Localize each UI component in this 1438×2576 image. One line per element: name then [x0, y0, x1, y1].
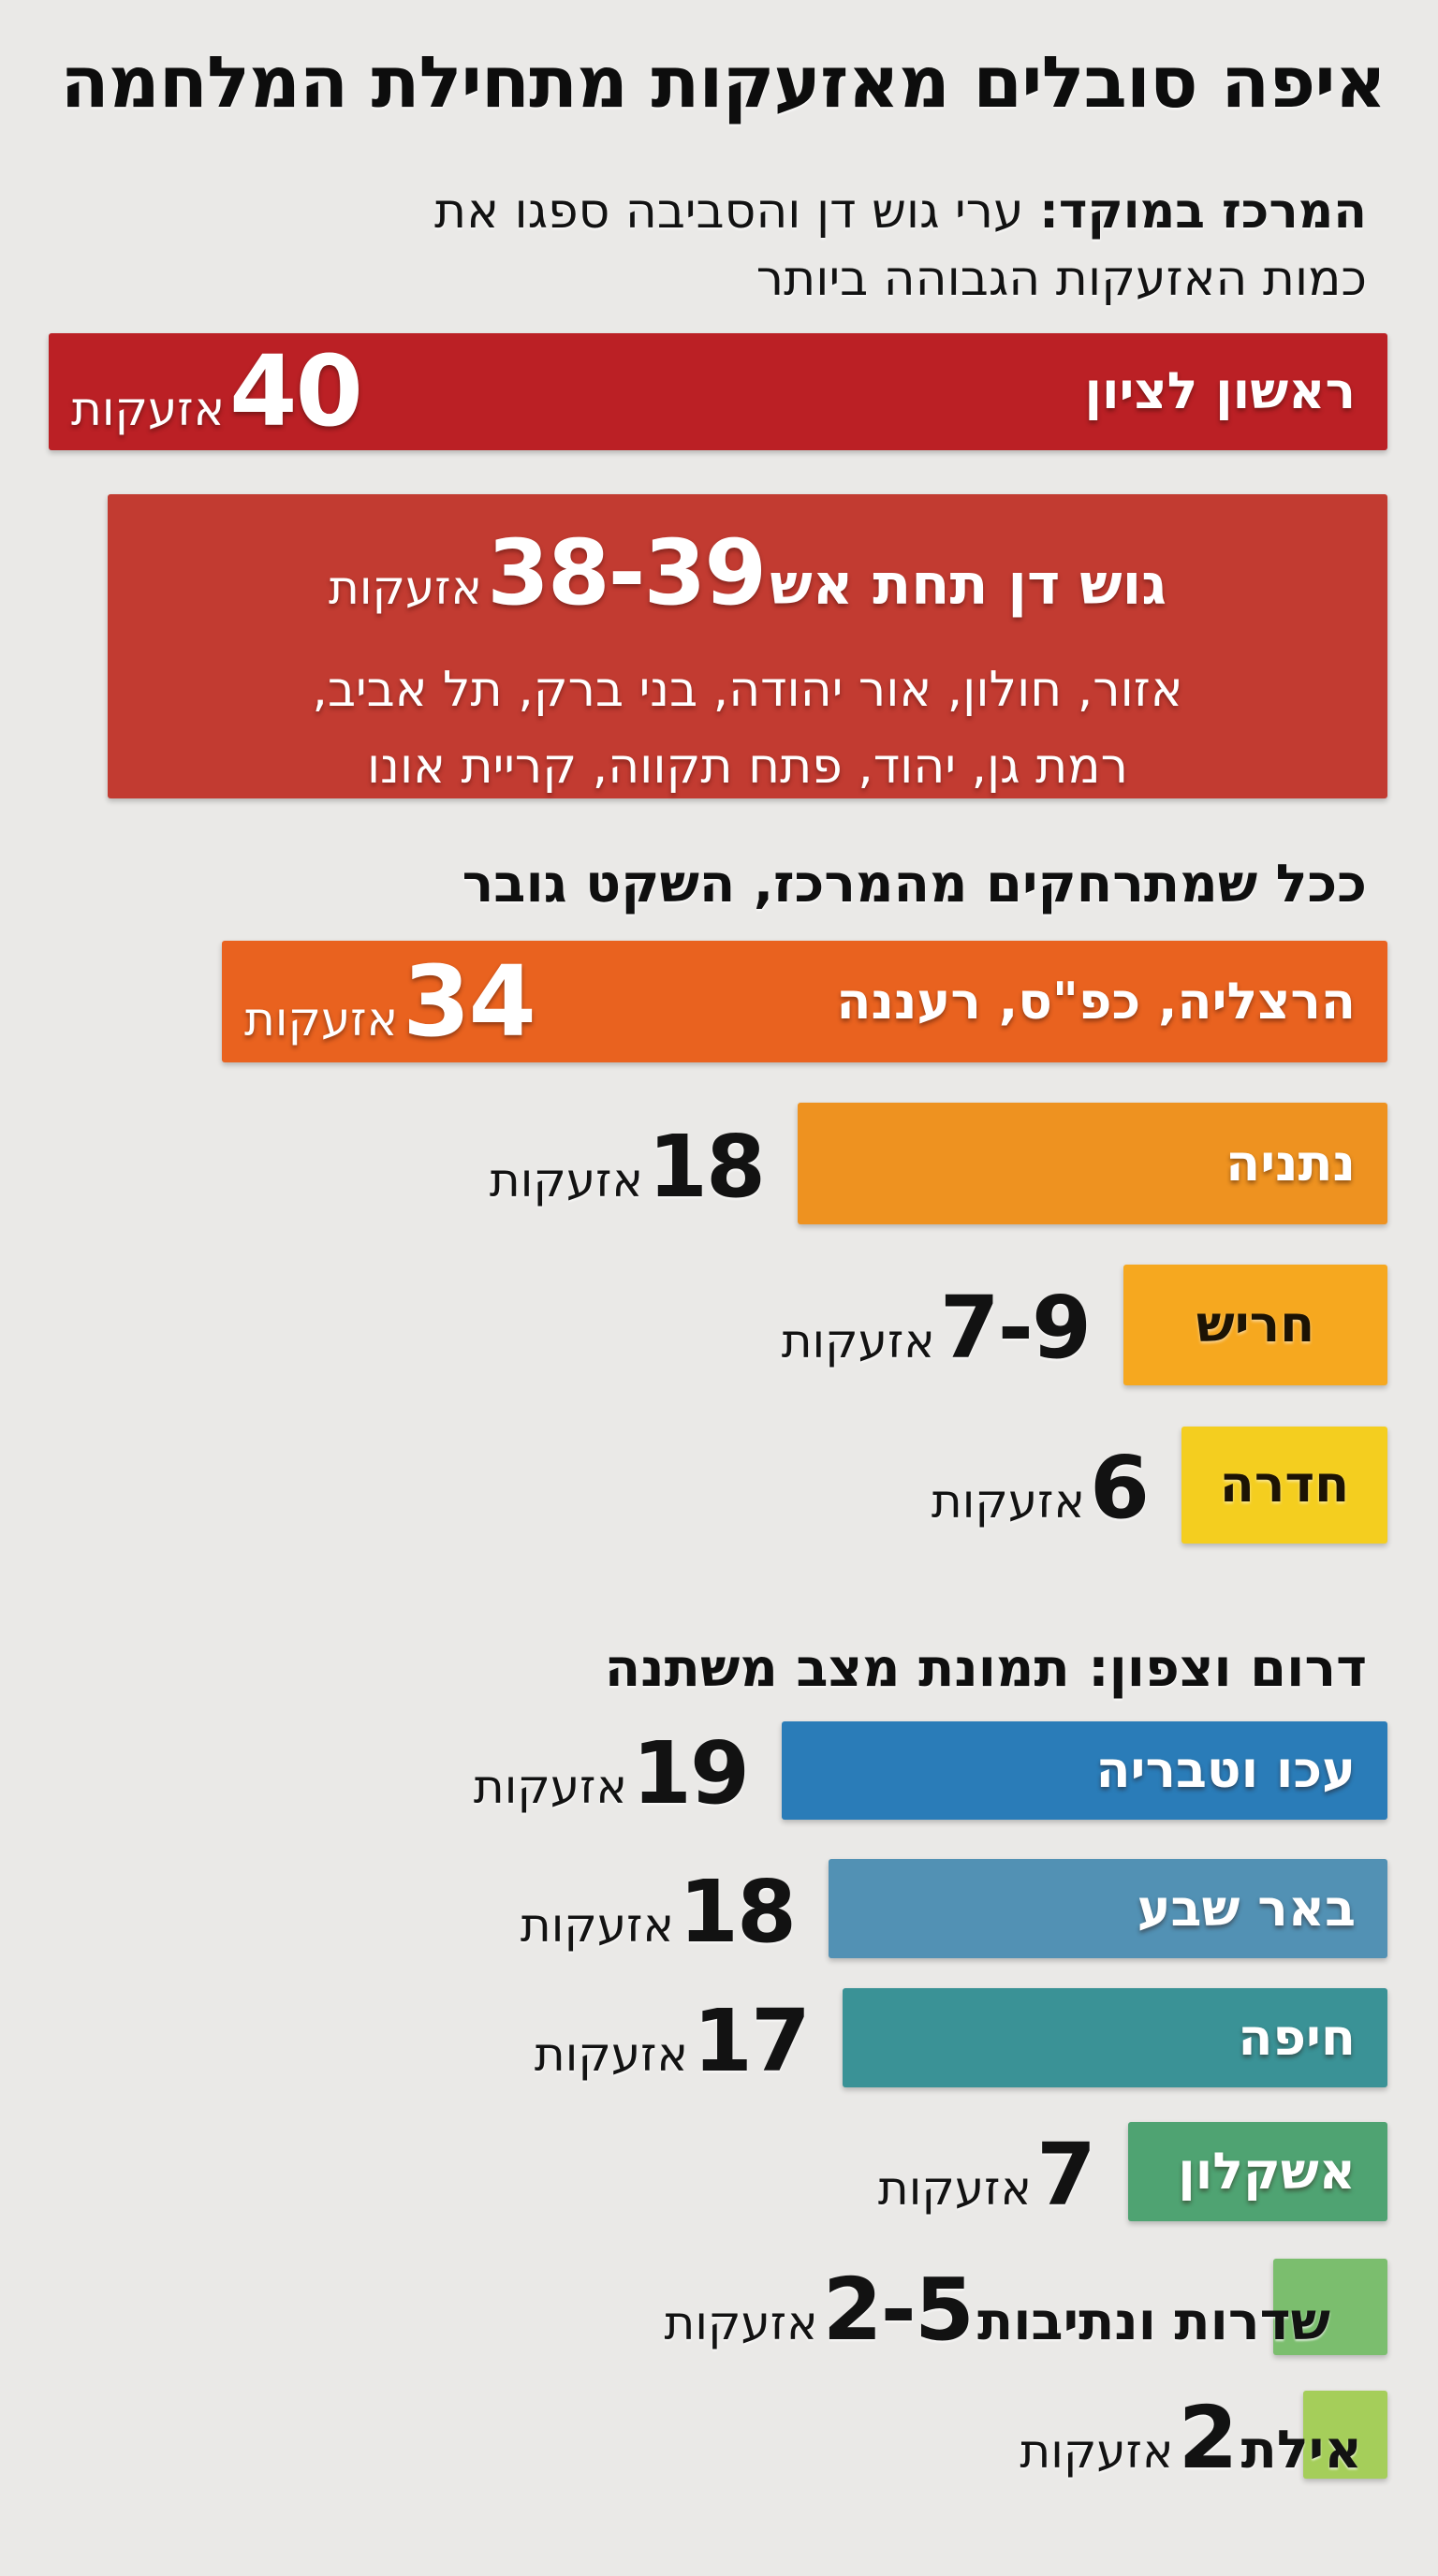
- gush-dan-headline: גוש דן תחת אש 38-39 אזעקות: [108, 520, 1387, 651]
- bar-row-sderot-netivot: שדרות ונתיבות 2-5 אזעקות: [0, 2258, 1438, 2355]
- bars-center-group: הרצליה, כפ"ס, רעננה 34 אזעקות נתניה 18 אזעק…: [0, 940, 1438, 1544]
- gush-dan-cities-line2: רמת גן, יהוד, פתח תקווה, קריית אונו: [367, 738, 1128, 795]
- bar-row-rishon-lezion: ראשון לציון 40 אזעקות: [0, 332, 1438, 450]
- bar-netanya-outside-value: 18 אזעקות: [489, 1123, 766, 1210]
- bar-beer-sheva-value-unit: אזעקות: [520, 1897, 674, 1953]
- bar-sderot-netivot-value-number: 2-5: [822, 2260, 975, 2361]
- bar-row-eilat: אילת 2 אזעקות: [0, 2390, 1438, 2481]
- bar-eilat-city-label: אילת: [1240, 2419, 1362, 2481]
- bar-ashkelon-outside-value: 7 אזעקות: [877, 2131, 1096, 2218]
- bar-sderot-netivot-value-unit: אזעקות: [664, 2296, 818, 2351]
- gush-dan-cities-line1: אזור, חולון, אור יהודה, בני ברק, תל אביב…: [312, 661, 1183, 718]
- bar-ashkelon-value-number: 7: [1035, 2124, 1096, 2225]
- bar-harish-value-number: 7-9: [939, 1278, 1092, 1379]
- bar-haifa-value-unit: אזעקות: [534, 2027, 688, 2082]
- bar-row-hadera: חדרה 6 אזעקות: [0, 1426, 1438, 1544]
- bar-harish-value-unit: אזעקות: [781, 1314, 935, 1369]
- bar-akko-tiberias-city-label: עכו וטבריה: [1095, 1740, 1356, 1800]
- bar-ashkelon-value-unit: אזעקות: [877, 2160, 1032, 2216]
- intro-line1: ערי גוש דן והסביבה ספגו את: [434, 183, 1040, 240]
- bar-haifa: חיפה: [843, 1987, 1387, 2087]
- bar-hadera-value-unit: אזעקות: [931, 1474, 1085, 1530]
- bar-herzliya-kfar-saba-raanana-value-number: 34: [403, 944, 536, 1059]
- bar-akko-tiberias-value-unit: אזעקות: [473, 1760, 627, 1815]
- bar-eilat-value-number: 2: [1178, 2387, 1239, 2488]
- bar-row-netanya: נתניה 18 אזעקות: [0, 1102, 1438, 1224]
- bar-netanya-value-number: 18: [647, 1116, 766, 1217]
- bar-row-beer-sheva: באר שבע 18 אזעקות: [0, 1858, 1438, 1958]
- bar-hadera-value-number: 6: [1089, 1438, 1150, 1539]
- bar-hadera-outside-value: 6 אזעקות: [931, 1445, 1150, 1531]
- gush-dan-callout-row: גוש דן תחת אש 38-39 אזעקות אזור, חולון, …: [0, 493, 1438, 798]
- bar-herzliya-kfar-saba-raanana-value: 34 אזעקות: [244, 953, 536, 1050]
- bar-beer-sheva: באר שבע: [829, 1858, 1387, 1958]
- bar-rishon-lezion-value-number: 40: [229, 334, 363, 448]
- bar-hadera-city-label: חדרה: [1219, 1455, 1350, 1515]
- bar-row-haifa: חיפה 17 אזעקות: [0, 1987, 1438, 2087]
- bar-row-herzliya-kfar-saba-raanana: הרצליה, כפ"ס, רעננה 34 אזעקות: [0, 940, 1438, 1062]
- bar-herzliya-kfar-saba-raanana: הרצליה, כפ"ס, רעננה 34 אזעקות: [222, 940, 1387, 1062]
- bar-row-ashkelon: אשקלון 7 אזעקות: [0, 2121, 1438, 2221]
- bar-haifa-value-number: 17: [692, 1990, 811, 2091]
- bar-rishon-lezion: ראשון לציון 40 אזעקות: [49, 332, 1387, 450]
- bar-beer-sheva-outside-value: 18 אזעקות: [520, 1868, 797, 1955]
- bars-top-group: ראשון לציון 40 אזעקות: [0, 332, 1438, 450]
- bar-beer-sheva-value-number: 18: [678, 1861, 797, 1962]
- intro-lead: המרכז במוקד:: [1039, 183, 1367, 240]
- bar-netanya-city-label: נתניה: [1225, 1133, 1356, 1193]
- bar-hadera: חדרה: [1181, 1426, 1387, 1544]
- bar-ashkelon-city-label: אשקלון: [1178, 2141, 1356, 2201]
- bar-eilat-value-unit: אזעקות: [1020, 2423, 1174, 2479]
- bar-akko-tiberias-value-number: 19: [631, 1723, 750, 1824]
- section-heading-center: ככל שמתרחקים מהמרכז, השקט גובר: [462, 853, 1367, 915]
- bar-harish: חריש: [1123, 1264, 1387, 1385]
- gush-dan-unit: אזעקות: [328, 560, 482, 615]
- intro-text: המרכז במוקד: ערי גוש דן והסביבה ספגו את …: [37, 179, 1367, 314]
- bar-beer-sheva-city-label: באר שבע: [1137, 1878, 1356, 1938]
- bar-netanya: נתניה: [798, 1102, 1387, 1224]
- gush-dan-value: 38-39: [487, 520, 767, 625]
- bar-sderot-netivot-outside-value: שדרות ונתיבות 2-5 אזעקות: [665, 2267, 1330, 2353]
- intro-line2: כמות האזעקות הגבוהה ביותר: [756, 250, 1367, 307]
- bar-eilat: [1303, 2390, 1387, 2479]
- bar-sderot-netivot: [1273, 2258, 1387, 2355]
- bar-herzliya-kfar-saba-raanana-city-label: הרצליה, כפ"ס, רעננה: [836, 971, 1356, 1031]
- bar-harish-city-label: חריש: [1196, 1295, 1315, 1354]
- bar-akko-tiberias: עכו וטבריה: [782, 1720, 1387, 1820]
- gush-dan-title: גוש דן תחת אש: [770, 551, 1167, 618]
- bar-haifa-outside-value: 17 אזעקות: [534, 1998, 811, 2085]
- bar-haifa-city-label: חיפה: [1238, 2007, 1356, 2067]
- bar-sderot-netivot-city-label: שדרות ונתיבות: [976, 2291, 1330, 2353]
- bar-rishon-lezion-value-unit: אזעקות: [71, 382, 225, 436]
- bar-ashkelon: אשקלון: [1128, 2121, 1387, 2221]
- page-title: איפה סובלים מאזעקות מתחילת המלחמה: [60, 40, 1387, 124]
- bar-akko-tiberias-outside-value: 19 אזעקות: [473, 1731, 750, 1817]
- bar-eilat-outside-value: אילת 2 אזעקות: [1020, 2394, 1362, 2481]
- bar-rishon-lezion-city-label: ראשון לציון: [1084, 361, 1356, 420]
- gush-dan-callout: גוש דן תחת אש 38-39 אזעקות אזור, חולון, …: [108, 493, 1387, 798]
- bars-south-north-group: עכו וטבריה 19 אזעקות באר שבע 18 אזעקות חיפה 1…: [0, 1720, 1438, 2481]
- bar-rishon-lezion-value: 40 אזעקות: [71, 343, 363, 440]
- bar-row-harish: חריש 7-9 אזעקות: [0, 1264, 1438, 1385]
- bar-netanya-value-unit: אזעקות: [489, 1152, 643, 1208]
- bar-harish-outside-value: 7-9 אזעקות: [781, 1285, 1092, 1371]
- section-heading-south-north: דרום וצפון: תמונת מצב משתנה: [604, 1637, 1367, 1699]
- bar-row-akko-tiberias: עכו וטבריה 19 אזעקות: [0, 1720, 1438, 1820]
- bar-herzliya-kfar-saba-raanana-value-unit: אזעקות: [244, 991, 398, 1046]
